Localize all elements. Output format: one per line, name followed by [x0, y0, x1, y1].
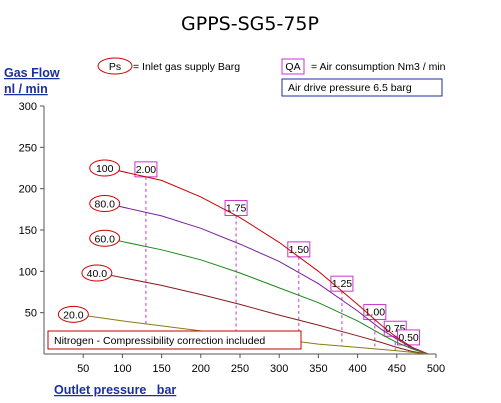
note-text: Nitrogen - Compressibility correction in…: [54, 335, 265, 347]
ps-legend-symbol: Ps: [109, 61, 121, 73]
qa-marker-label: 2.00: [136, 164, 157, 176]
tick-layer: 50 100 150 200 250 300 50 100 150 200 250 300 350 400…: [19, 101, 446, 375]
x-tick-label: 100: [113, 363, 131, 375]
qa-marker-label: 1.75: [226, 203, 247, 215]
series-label-ellipse: [81, 264, 113, 282]
qa-marker-label: 1.50: [289, 244, 310, 256]
drive-pressure-box: [281, 78, 443, 97]
x-tick-label: 500: [427, 363, 445, 375]
qa-legend-text: = Air consumption Nm3 / min: [311, 61, 446, 73]
y-tick-label: 50: [25, 308, 37, 320]
series-line: [98, 272, 429, 355]
series-label-ellipse: [57, 305, 89, 323]
qa-marker-layer: 2.001.751.501.251.000.750.50: [134, 161, 421, 352]
x-tick-label: 150: [152, 363, 170, 375]
qa-legend-symbol: QA: [285, 61, 300, 73]
y-axis-label-line2: nl / min: [4, 82, 48, 96]
series-line: [106, 203, 429, 355]
series-label: 40.0: [87, 268, 108, 280]
qa-marker-label: 0.50: [398, 332, 419, 344]
y-tick-label: 150: [19, 225, 37, 237]
x-tick-label: 50: [77, 363, 89, 375]
y-axis-label-line1: Gas Flow: [4, 66, 60, 80]
series-label-layer: 100 80.0 60.0 40.0 20.0: [57, 159, 121, 323]
series-line: [106, 167, 429, 355]
chart-title: GPPS-SG5-75P: [181, 13, 319, 35]
x-tick-label: 350: [309, 363, 327, 375]
series-label: 60.0: [95, 233, 116, 245]
x-tick-label: 300: [270, 363, 288, 375]
x-axis-label: Outlet pressure bar: [54, 383, 176, 397]
drive-pressure-text: Air drive pressure 6.5 barg: [288, 82, 412, 94]
x-tick-label: 200: [192, 363, 210, 375]
ps-legend-text: = Inlet gas supply Barg: [133, 61, 240, 73]
y-tick-label: 250: [19, 142, 37, 154]
x-tick-label: 250: [231, 363, 249, 375]
x-tick-label: 400: [348, 363, 366, 375]
qa-marker-label: 1.25: [332, 278, 353, 290]
qa-legend-box: [281, 58, 305, 75]
y-tick-label: 200: [19, 184, 37, 196]
note-box: [47, 330, 302, 350]
y-tick-label: 300: [19, 101, 37, 113]
series-label-ellipse: [89, 195, 121, 213]
qa-marker-label: 1.00: [365, 307, 386, 319]
series-label: 100: [96, 163, 114, 175]
series-label: 20.0: [63, 309, 84, 321]
series-label-ellipse: [89, 229, 121, 247]
series-label-ellipse: [89, 159, 121, 177]
ps-legend-ellipse: [97, 57, 133, 75]
series-label: 80.0: [95, 199, 116, 211]
x-tick-label: 450: [388, 363, 406, 375]
y-tick-label: 100: [19, 266, 37, 278]
series-line: [106, 237, 429, 355]
